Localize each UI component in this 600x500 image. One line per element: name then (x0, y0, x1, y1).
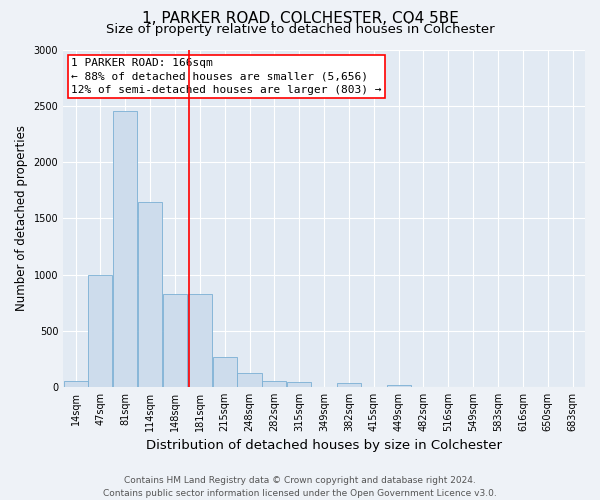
Bar (138, 202, 162, 387)
Bar (287, 382, 311, 387)
Text: 1 PARKER ROAD: 166sqm
← 88% of detached houses are smaller (5,656)
12% of semi-d: 1 PARKER ROAD: 166sqm ← 88% of detached … (71, 58, 382, 95)
Bar (188, 294, 212, 387)
Bar (262, 381, 286, 387)
Bar (88, 274, 112, 387)
Text: Contains HM Land Registry data © Crown copyright and database right 2024.
Contai: Contains HM Land Registry data © Crown c… (103, 476, 497, 498)
Bar (163, 294, 187, 387)
Y-axis label: Number of detached properties: Number of detached properties (15, 126, 28, 312)
Bar (337, 383, 361, 387)
Bar (386, 385, 410, 387)
Text: 1, PARKER ROAD, COLCHESTER, CO4 5BE: 1, PARKER ROAD, COLCHESTER, CO4 5BE (142, 11, 458, 26)
Bar (238, 374, 262, 387)
Bar (113, 110, 137, 387)
Text: Size of property relative to detached houses in Colchester: Size of property relative to detached ho… (106, 22, 494, 36)
Bar (64, 381, 88, 387)
Bar (212, 356, 237, 387)
X-axis label: Distribution of detached houses by size in Colchester: Distribution of detached houses by size … (146, 440, 502, 452)
